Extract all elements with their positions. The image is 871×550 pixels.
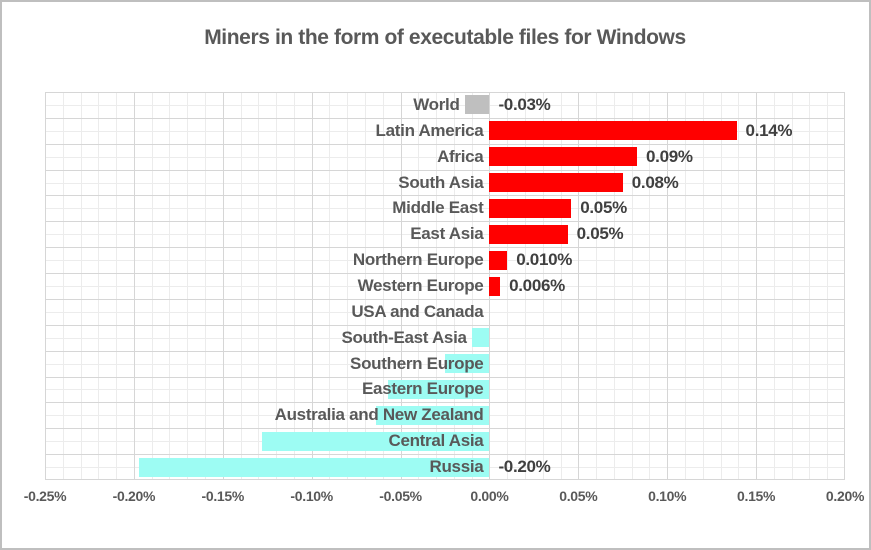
gridline-major-horizontal [45, 298, 845, 300]
x-axis-tick-label: 0.10% [648, 488, 687, 504]
x-axis-tick-label: 0.00% [470, 488, 509, 504]
bar-southern-europe[interactable] [445, 354, 490, 374]
category-label: Eastern Europe [362, 379, 484, 399]
gridline-minor-horizontal [45, 311, 845, 313]
value-label: 0.05% [576, 224, 624, 244]
category-label: Australia and New Zealand [274, 405, 484, 425]
gridline-major-vertical [45, 92, 46, 480]
category-label: Western Europe [357, 276, 484, 295]
x-axis-tick-label: -0.15% [201, 488, 245, 504]
category-label: Russia [429, 457, 484, 477]
x-axis: -0.25% -0.20% -0.15% -0.10% -0.05% 0.00% 0.05%… [24, 488, 865, 510]
gridline-major-vertical [756, 92, 758, 480]
gridline-major-vertical [667, 92, 669, 480]
bar-latin-america[interactable] [489, 121, 737, 141]
plot-area: World -0.03% Latin America 0.14% Africa 0.09%… [45, 92, 845, 480]
value-label: 0.010% [516, 250, 573, 270]
x-axis-tick-label: -0.25% [23, 488, 67, 504]
gridline-minor-horizontal [45, 234, 845, 236]
gridline-minor-horizontal [45, 182, 845, 184]
gridline-major-horizontal [45, 273, 845, 275]
category-label: Northern Europe [352, 250, 484, 270]
gridline-major-horizontal [45, 454, 845, 456]
bar-south-east-asia[interactable] [471, 328, 490, 348]
value-label: -0.20% [498, 457, 551, 477]
x-axis-tick-label: -0.10% [290, 488, 333, 504]
gridline-major-horizontal [45, 376, 845, 378]
category-label: Africa [437, 146, 484, 166]
gridline-minor-horizontal [45, 130, 845, 132]
gridline-major-horizontal [45, 221, 845, 223]
bar-russia[interactable] [139, 457, 490, 477]
category-label: World [413, 94, 460, 114]
gridline-major-horizontal [45, 195, 845, 197]
gridline-major-horizontal [45, 169, 845, 171]
gridline-major-horizontal [45, 117, 845, 119]
bar-middle-east[interactable] [489, 198, 572, 218]
value-label: 0.14% [745, 120, 793, 140]
x-axis-tick-label: 0.20% [825, 488, 865, 504]
bar-western-europe[interactable] [489, 276, 501, 296]
value-label: 0.006% [509, 276, 565, 295]
gridline-major-horizontal [45, 479, 845, 480]
value-label: 0.08% [631, 172, 679, 192]
bar-northern-europe[interactable] [489, 250, 508, 270]
category-label: USA and Canada [351, 301, 484, 321]
value-label: 0.09% [646, 146, 693, 166]
gridline-major-vertical [222, 92, 224, 480]
gridline-major-vertical [400, 92, 402, 480]
bar-central-asia[interactable] [261, 431, 490, 451]
value-label: 0.05% [580, 198, 627, 218]
category-label: South Asia [398, 172, 484, 192]
gridline-major-horizontal [45, 324, 845, 326]
category-label: East Asia [410, 224, 484, 244]
category-label: Latin America [375, 120, 484, 140]
x-axis-tick-label: -0.05% [379, 488, 422, 504]
bar-south-asia[interactable] [489, 173, 623, 193]
chart-title: Miners in the form of executable files f… [204, 26, 686, 49]
gridline-major-horizontal [45, 247, 845, 249]
gridline-major-horizontal [45, 350, 845, 352]
bar-east-asia[interactable] [489, 224, 568, 244]
gridline-major-horizontal [45, 402, 845, 404]
gridline-minor-horizontal [45, 208, 845, 210]
gridline-minor-horizontal [45, 337, 845, 339]
bar-africa[interactable] [489, 147, 637, 167]
category-label: Central Asia [388, 431, 484, 451]
x-axis-tick-label: -0.20% [112, 488, 156, 504]
category-label: South-East Asia [341, 327, 467, 347]
category-label: Southern Europe [350, 353, 484, 373]
gridline-major-horizontal [45, 92, 845, 93]
gridline-major-vertical [578, 92, 580, 480]
value-label: -0.03% [498, 94, 551, 114]
bar-eastern-europe[interactable] [388, 379, 490, 399]
x-axis-tick-label: 0.15% [737, 488, 776, 504]
bar-world[interactable] [464, 95, 490, 115]
x-axis-tick-label: 0.05% [559, 488, 598, 504]
category-label: Middle East [392, 198, 484, 218]
gridline-minor-horizontal [45, 104, 845, 106]
gridline-major-horizontal [45, 143, 845, 145]
gridline-minor-horizontal [45, 260, 845, 262]
gridline-major-vertical [311, 92, 313, 480]
gridline-minor-horizontal [45, 156, 845, 158]
gridline-minor-horizontal [45, 286, 845, 287]
gridline-major-vertical [844, 92, 845, 480]
gridline-major-horizontal [45, 428, 845, 430]
bar-australia-and-new-zealand[interactable] [375, 405, 490, 425]
gridline-major-vertical [133, 92, 135, 480]
